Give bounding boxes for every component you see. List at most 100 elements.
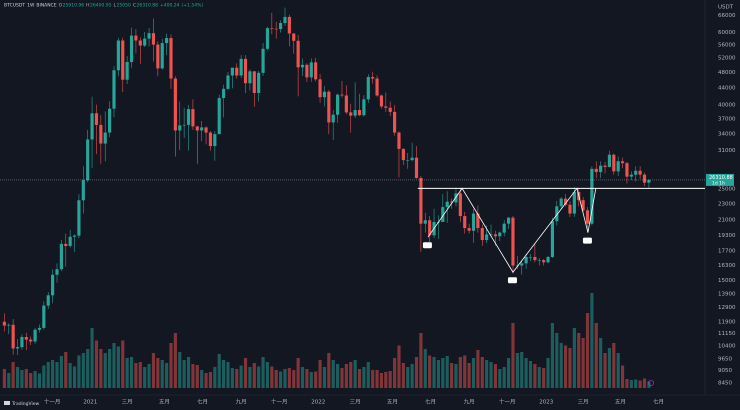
candle-body bbox=[642, 174, 647, 183]
volume-bar bbox=[292, 370, 296, 388]
volume-bar bbox=[226, 362, 230, 388]
pattern-line bbox=[427, 187, 597, 273]
volume-bar bbox=[485, 360, 489, 388]
volume-bar bbox=[296, 358, 300, 388]
volume-bar bbox=[542, 368, 546, 388]
ohlc-key: C bbox=[133, 3, 136, 9]
y-tick-label: 19300 bbox=[718, 233, 736, 239]
volume-bar bbox=[428, 355, 432, 388]
candle-body bbox=[485, 234, 489, 241]
volume-bar bbox=[577, 333, 581, 388]
candle-body bbox=[29, 339, 33, 342]
volume-bar bbox=[599, 338, 603, 388]
y-tick-label: 56000 bbox=[718, 42, 736, 48]
x-tick-label: 九月 bbox=[236, 398, 247, 406]
volume-bar bbox=[68, 363, 72, 388]
candle-body bbox=[314, 62, 318, 80]
candle-body bbox=[2, 321, 6, 326]
candle-body bbox=[524, 256, 528, 264]
volume-bar bbox=[59, 356, 63, 388]
brand-text: TradingView bbox=[11, 401, 40, 407]
volume-bar bbox=[388, 371, 392, 388]
volume-bar bbox=[173, 333, 177, 388]
candle-body bbox=[410, 157, 414, 161]
y-tick-label: 40000 bbox=[718, 103, 736, 109]
candle-body bbox=[458, 193, 462, 217]
candle-body bbox=[283, 16, 287, 24]
candle-body bbox=[230, 67, 234, 76]
volume-bar bbox=[353, 360, 357, 388]
volume-bar bbox=[638, 380, 642, 388]
volume-bar bbox=[72, 366, 77, 388]
volume-bar bbox=[160, 360, 164, 388]
volume-bar bbox=[191, 364, 195, 388]
volume-bar bbox=[467, 363, 471, 388]
candle-body bbox=[322, 91, 327, 98]
candle-body bbox=[568, 204, 572, 214]
candle-body bbox=[414, 157, 419, 178]
x-tick-label: 三月 bbox=[578, 399, 589, 406]
y-tick-label: 15000 bbox=[718, 278, 736, 284]
candle-body bbox=[108, 108, 112, 133]
x-tick-label: 2023 bbox=[539, 400, 553, 406]
volume-bar bbox=[340, 368, 344, 388]
volume-bar bbox=[406, 367, 410, 388]
candle-body bbox=[248, 71, 252, 84]
volume-bar bbox=[20, 370, 24, 388]
x-tick-label: 七月 bbox=[197, 398, 208, 406]
change: +400.24 bbox=[160, 3, 180, 9]
candle-body bbox=[647, 179, 651, 183]
volume-bar bbox=[112, 343, 116, 388]
candle-body bbox=[371, 77, 375, 79]
volume-bar bbox=[393, 358, 397, 388]
volume-pane bbox=[2, 293, 651, 388]
volume-bar bbox=[520, 352, 524, 388]
candle-body bbox=[340, 94, 344, 96]
volume-bar bbox=[564, 345, 568, 388]
volume-bar bbox=[129, 357, 134, 388]
candle-body bbox=[217, 98, 221, 135]
volume-bar bbox=[178, 352, 182, 388]
y-tick-label: 9650 bbox=[718, 357, 732, 363]
candle-body bbox=[476, 213, 480, 229]
candle-body bbox=[81, 180, 85, 201]
candle-body bbox=[204, 127, 208, 133]
ohlc-value: 26310.88 bbox=[137, 3, 159, 9]
candle-body bbox=[542, 260, 546, 263]
candle-body bbox=[375, 78, 379, 96]
volume-bar bbox=[568, 348, 572, 388]
candle-body bbox=[305, 64, 309, 78]
volume-bar bbox=[261, 357, 265, 388]
candle-body bbox=[72, 235, 77, 237]
volume-bar bbox=[46, 362, 50, 388]
x-tick-label: 五月 bbox=[159, 399, 170, 406]
volume-bar bbox=[24, 369, 28, 388]
candle-body bbox=[169, 38, 173, 79]
volume-bar bbox=[108, 349, 112, 388]
candle-body bbox=[511, 217, 515, 266]
y-tick-label: 25000 bbox=[718, 187, 736, 193]
x-tick-label: 七月 bbox=[425, 398, 436, 406]
logo-mark bbox=[4, 401, 10, 405]
volume-bar bbox=[33, 371, 37, 388]
y-tick-label: 31000 bbox=[718, 148, 736, 154]
volume-bar bbox=[366, 362, 370, 388]
y-tick-label: 37000 bbox=[718, 117, 736, 123]
volume-bar bbox=[524, 358, 528, 388]
x-tick-label: 七月 bbox=[653, 398, 664, 406]
volume-bar bbox=[423, 349, 427, 388]
last-price-label: 26310.88 bbox=[709, 175, 733, 181]
candle-body bbox=[318, 79, 322, 98]
ohlc-key: H bbox=[86, 3, 89, 9]
countdown-label: 1d 1h bbox=[712, 180, 725, 186]
volume-bar bbox=[371, 370, 375, 388]
candle-body bbox=[366, 77, 370, 100]
volume-bar bbox=[515, 353, 519, 388]
volume-bar bbox=[314, 371, 318, 388]
volume-bar bbox=[572, 328, 576, 388]
y-tick-label: 11900 bbox=[718, 319, 736, 325]
volume-bar bbox=[186, 357, 191, 388]
volume-bar bbox=[607, 348, 611, 388]
volume-bar bbox=[476, 350, 480, 388]
